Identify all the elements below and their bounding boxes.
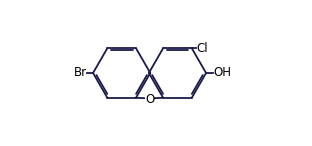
Text: O: O [145, 93, 154, 106]
Text: Br: Br [74, 66, 87, 80]
Text: Cl: Cl [197, 42, 208, 55]
Text: OH: OH [214, 66, 232, 80]
